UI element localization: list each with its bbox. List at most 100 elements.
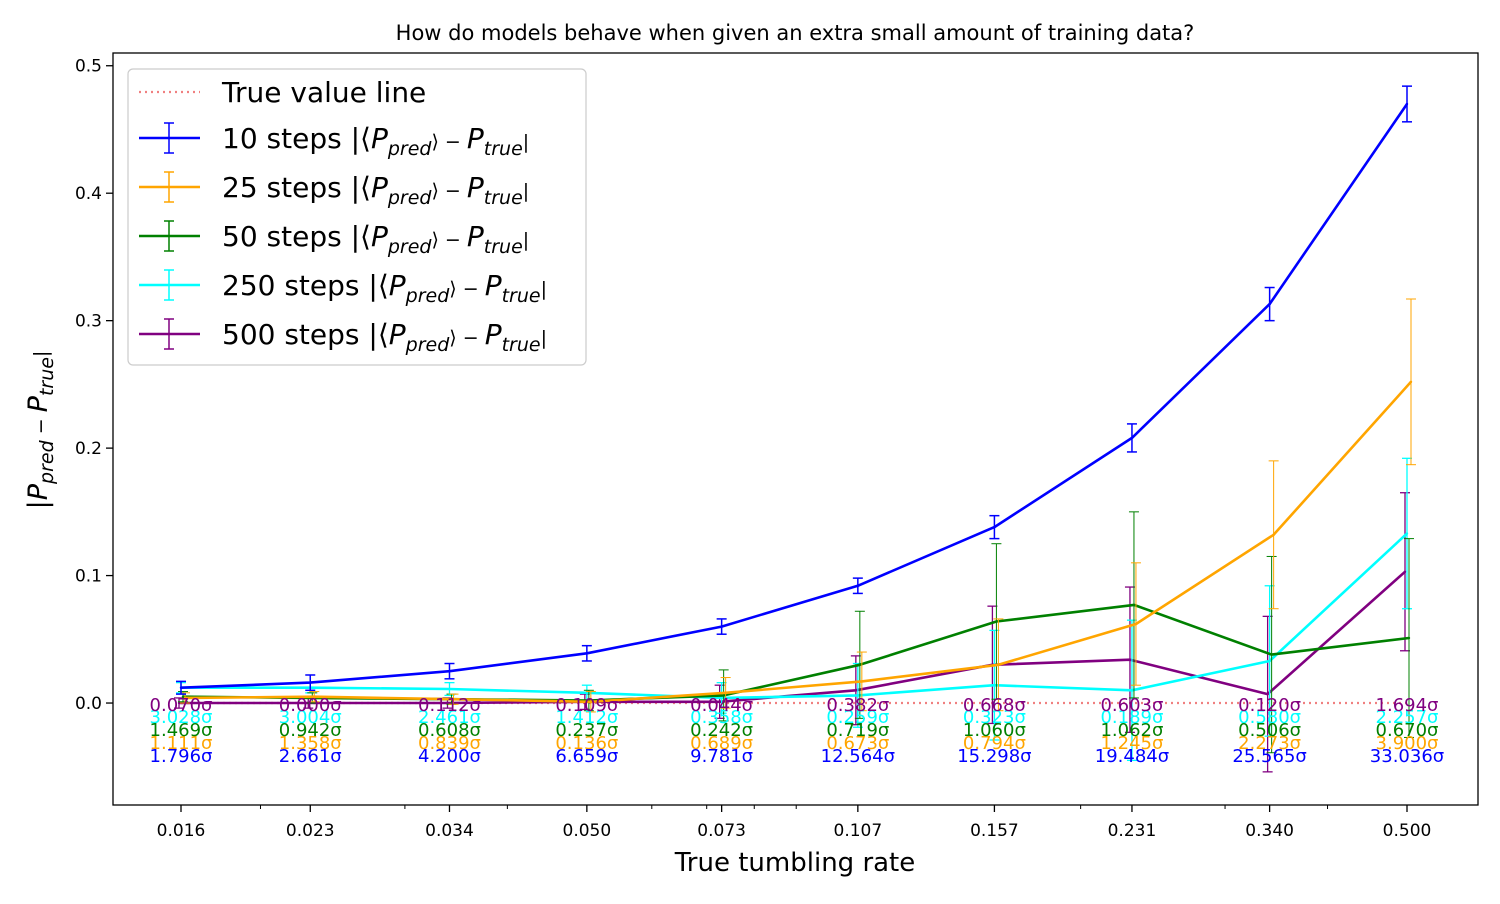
sigma-label: 2.257σ — [1376, 707, 1439, 728]
legend-math-p: P — [371, 220, 388, 253]
data-point — [177, 701, 181, 705]
legend-label: 50 steps |⟨Ppred⟩ − Ptrue| — [222, 220, 529, 258]
data-point — [448, 669, 451, 673]
sigma-label: 0.608σ — [418, 720, 481, 741]
sigma-label: 1.694σ — [1376, 695, 1439, 716]
sigma-label: 1.062σ — [1100, 720, 1163, 741]
sigma-label: 1.796σ — [150, 746, 213, 767]
y-label-sub: true — [36, 357, 58, 396]
sigma-label: 25.565σ — [1232, 746, 1306, 767]
legend-math-sub: pred — [387, 138, 433, 160]
sigma-label: 0.603σ — [1100, 695, 1163, 716]
legend-math-sub: true — [502, 285, 541, 307]
x-tick-label: 0.231 — [1108, 821, 1157, 841]
legend-math-text: ⟩ − — [449, 278, 484, 300]
data-point — [1268, 659, 1271, 663]
x-tick-label: 0.050 — [563, 821, 612, 841]
series-line — [184, 380, 1412, 704]
series-10-steps — [176, 85, 1412, 695]
legend-math-sub: true — [484, 236, 523, 258]
sigma-label: 1.060σ — [963, 720, 1026, 741]
data-point — [722, 694, 725, 697]
x-tick-label: 0.016 — [157, 821, 206, 841]
y-tick-label: 0.3 — [75, 312, 102, 332]
data-point — [179, 686, 183, 689]
sigma-label: 1.358σ — [279, 733, 342, 754]
sigma-label: 4.200σ — [418, 746, 481, 767]
series-25-steps — [180, 298, 1416, 713]
data-point — [446, 701, 449, 705]
legend-math-text: | — [523, 180, 529, 202]
data-point — [854, 689, 858, 692]
sigma-label: 0.136σ — [555, 733, 618, 754]
x-tick-label: 0.034 — [425, 821, 474, 841]
legend-text: 25 steps |⟨ — [222, 171, 371, 204]
sigma-label: 6.659σ — [555, 746, 618, 767]
x-axis-label: True tumbling rate — [674, 848, 916, 878]
data-point — [856, 584, 860, 587]
legend-math-text: ⟩ − — [449, 327, 484, 349]
data-point — [1409, 380, 1413, 384]
legend-math-p: P — [467, 171, 484, 204]
data-point — [585, 652, 589, 655]
legend-math-p: P — [371, 171, 388, 204]
legend-text: 10 steps |⟨ — [222, 122, 371, 155]
data-point — [1134, 622, 1138, 626]
legend-text: 50 steps |⟨ — [222, 220, 371, 253]
legend-math-p: P — [371, 122, 388, 155]
x-tick-label: 0.340 — [1245, 821, 1294, 841]
y-label-sub: pred — [36, 439, 58, 485]
legend-label: 500 steps |⟨Ppred⟩ − Ptrue| — [222, 318, 547, 356]
x-tick-label: 0.023 — [286, 821, 335, 841]
legend-math-sub: true — [484, 138, 523, 160]
data-point — [1268, 302, 1271, 306]
legend-math-p: P — [389, 269, 406, 302]
y-label-p: P — [23, 483, 54, 500]
y-label-bar: | — [23, 500, 54, 509]
sigma-label: 0.670σ — [1376, 720, 1439, 741]
sigma-label: 9.781σ — [690, 746, 753, 767]
data-point — [993, 683, 996, 687]
data-point — [995, 620, 998, 623]
sigma-label: 0.000σ — [279, 695, 342, 716]
sigma-label: 15.298σ — [957, 746, 1031, 767]
y-axis-label-text: |Ppred − Ptrue| — [23, 351, 58, 510]
sigma-label: 1.111σ — [150, 733, 213, 754]
legend-box — [127, 68, 587, 366]
sigma-label: 0.382σ — [826, 695, 889, 716]
legend-math-sub: pred — [387, 236, 433, 258]
y-tick-label: 0.5 — [75, 57, 102, 77]
data-point — [1132, 603, 1136, 607]
sigma-label: 0.044σ — [690, 695, 753, 716]
x-tick-label: 0.157 — [970, 821, 1019, 841]
data-point — [720, 696, 723, 700]
data-point — [452, 698, 455, 701]
data-point — [1272, 533, 1275, 536]
data-point — [720, 625, 723, 628]
sigma-label: 0.237σ — [555, 720, 618, 741]
sigma-label: 0.189σ — [1100, 707, 1163, 728]
data-point — [1405, 102, 1409, 106]
legend-math-sub: pred — [405, 334, 451, 356]
sigma-label: 0.109σ — [555, 695, 618, 716]
sigma-label: 2.661σ — [279, 746, 342, 767]
y-label-minus: − — [30, 412, 52, 440]
sigma-label: 3.028σ — [150, 707, 213, 728]
legend-math-p: P — [485, 269, 502, 302]
data-point — [1270, 653, 1273, 656]
legend-math-p: P — [467, 220, 484, 253]
x-tick-label: 0.073 — [697, 821, 746, 841]
sigma-label: 0.673σ — [826, 733, 889, 754]
x-tick-label: 0.500 — [1383, 821, 1432, 841]
data-point — [1405, 532, 1409, 535]
legend-math-p: P — [389, 318, 406, 351]
legend-label: 25 steps |⟨Ppred⟩ − Ptrue| — [222, 171, 529, 209]
legend-label-reference: True value line — [221, 76, 426, 109]
legend-math-text: ⟩ − — [431, 229, 466, 251]
plot-frame — [112, 52, 1479, 806]
legend-math-sub: pred — [405, 285, 451, 307]
legend-math-sub: true — [484, 187, 523, 209]
sigma-label: 1.469σ — [150, 720, 213, 741]
